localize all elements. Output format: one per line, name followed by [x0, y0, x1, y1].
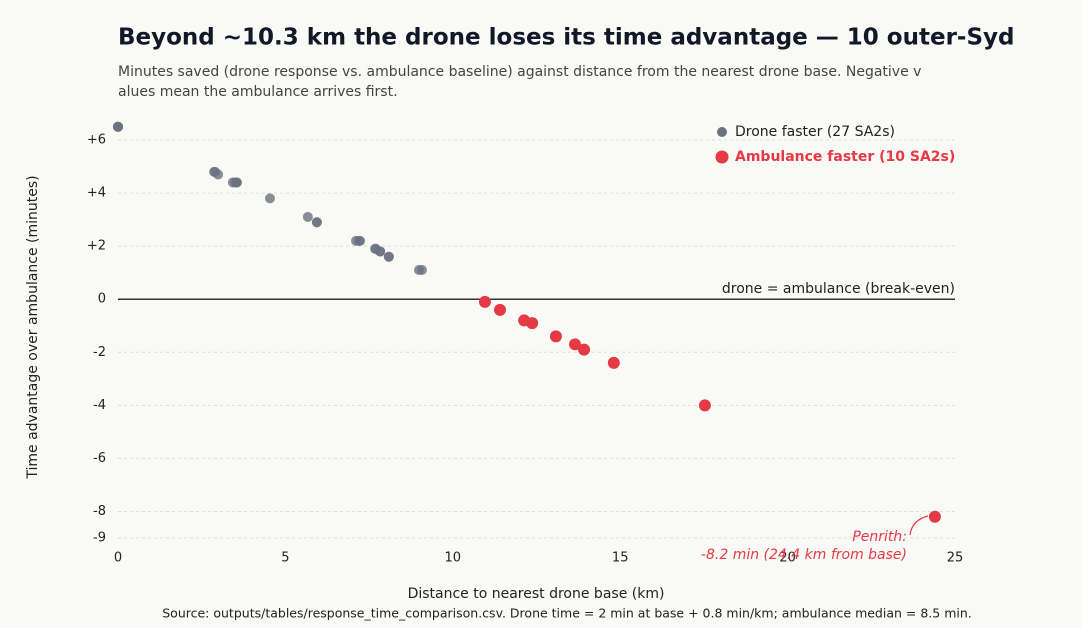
legend-marker [717, 127, 727, 137]
point [569, 338, 582, 351]
point [210, 166, 221, 177]
point [311, 217, 322, 228]
point [354, 235, 365, 246]
point [578, 343, 591, 356]
annotation: -8.2 min (24.4 km from base) [701, 547, 907, 563]
y-axis-label: Time advantage over ambulance (minutes) [25, 175, 41, 479]
point [526, 317, 539, 330]
point [494, 303, 507, 316]
point [478, 295, 491, 308]
y-tick-label: -9 [93, 531, 106, 546]
reference-label: drone = ambulance (break-even) [722, 281, 955, 297]
point [549, 330, 562, 343]
x-tick-label: 0 [114, 551, 122, 566]
legend-label: Drone faster (27 SA2s) [735, 124, 895, 140]
point [264, 193, 275, 204]
x-tick-label: 25 [947, 551, 964, 566]
point [302, 211, 313, 222]
x-tick-label: 5 [281, 551, 289, 566]
y-tick-label: 0 [98, 292, 106, 307]
chart-title: Beyond ~10.3 km the drone loses its time… [118, 25, 1014, 51]
y-tick-label: -2 [93, 345, 106, 360]
point [928, 510, 941, 523]
point [230, 177, 241, 188]
x-tick-label: 10 [445, 551, 462, 566]
point [383, 251, 394, 262]
y-tick-label: -4 [93, 398, 106, 413]
y-tick-label: +6 [87, 133, 106, 148]
point [607, 356, 620, 369]
y-tick-label: -6 [93, 451, 106, 466]
source: Source: outputs/tables/response_time_com… [162, 606, 972, 621]
annotation: Penrith: [852, 529, 907, 545]
y-tick-label: +2 [87, 239, 106, 254]
point [113, 121, 123, 132]
x-tick-label: 20 [779, 551, 796, 566]
point [416, 265, 427, 276]
annotation-connector [909, 515, 929, 536]
legend-marker [715, 150, 729, 164]
point [375, 246, 386, 257]
y-tick-label: -8 [93, 504, 106, 519]
y-tick-label: +4 [87, 186, 106, 201]
legend-label: Ambulance faster (10 SA2s) [735, 149, 955, 165]
x-axis-label: Distance to nearest drone base (km) [408, 586, 665, 602]
subtitle: alues mean the ambulance arrives first. [118, 84, 398, 100]
x-tick-label: 15 [612, 551, 629, 566]
subtitle: Minutes saved (drone response vs. ambula… [118, 64, 921, 80]
point [698, 399, 711, 412]
